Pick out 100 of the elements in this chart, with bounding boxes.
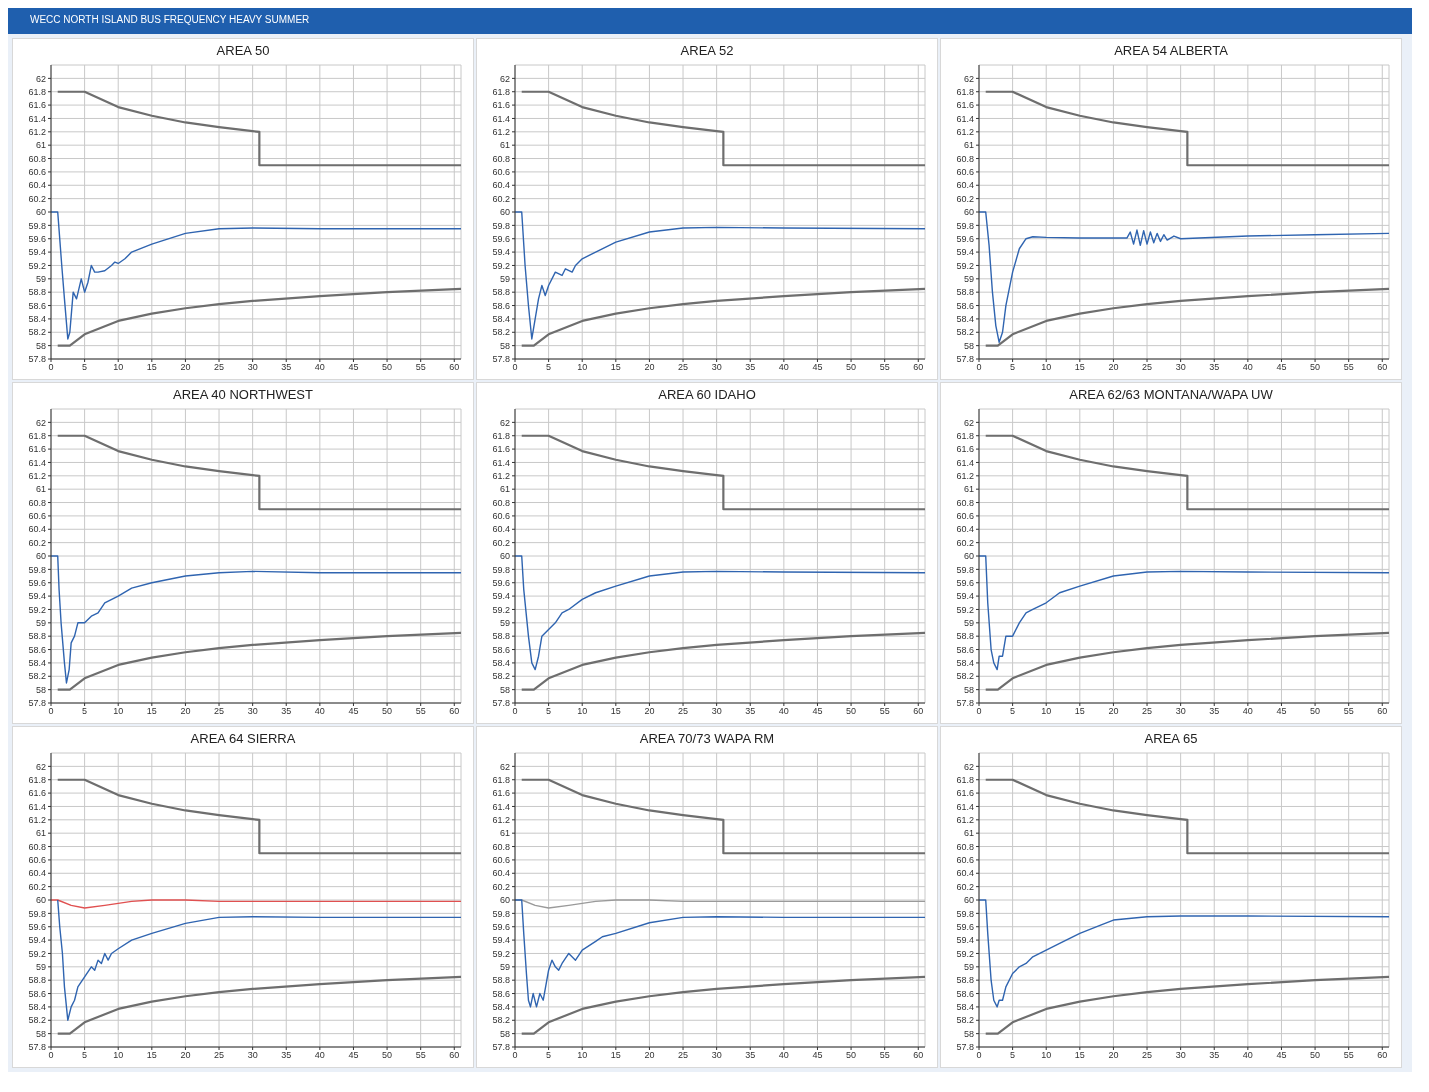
x-tick-label: 45 (348, 1050, 359, 1061)
line-series (984, 975, 1389, 1035)
y-tick-label: 57.8 (28, 698, 46, 709)
line-series (520, 90, 925, 167)
y-tick-label: 58 (963, 340, 974, 351)
y-tick-label: 59.4 (28, 935, 46, 946)
x-tick-label: 0 (48, 362, 54, 373)
x-tick-label: 50 (846, 362, 857, 373)
x-tick-label: 40 (778, 1050, 789, 1061)
y-tick-label: 61 (499, 484, 510, 495)
y-tick-label: 58.8 (492, 975, 510, 986)
y-tick-label: 61.6 (956, 788, 974, 799)
x-tick-label: 15 (610, 1050, 621, 1061)
x-tick-label: 50 (1310, 706, 1321, 717)
x-tick-label: 40 (314, 1050, 325, 1061)
x-tick-label: 35 (745, 362, 756, 373)
line-series (56, 90, 461, 167)
x-tick-label: 40 (778, 706, 789, 717)
y-tick-label: 60.4 (492, 868, 510, 879)
x-tick-label: 10 (113, 362, 124, 373)
y-tick-label: 58.4 (28, 314, 46, 325)
y-tick-label: 58.4 (956, 314, 974, 325)
line-series (984, 434, 1389, 511)
y-tick-label: 58.8 (28, 287, 46, 298)
y-tick-label: 59.2 (492, 260, 510, 271)
y-tick-label: 58 (499, 1028, 510, 1039)
y-tick-label: 60.8 (956, 153, 974, 164)
x-tick-label: 15 (610, 362, 621, 373)
y-tick-label: 59.6 (492, 921, 510, 932)
y-tick-label: 61.4 (28, 801, 46, 812)
x-tick-label: 55 (879, 362, 890, 373)
x-tick-label: 5 (82, 706, 88, 717)
y-tick-label: 61.6 (28, 444, 46, 455)
y-tick-label: 60.4 (28, 868, 46, 879)
x-tick-label: 45 (1276, 362, 1287, 373)
y-tick-label: 60.4 (956, 868, 974, 879)
y-tick-label: 59 (35, 962, 46, 973)
y-tick-label: 59.8 (492, 564, 510, 575)
y-tick-label: 60.2 (956, 193, 974, 204)
y-tick-label: 60.8 (956, 841, 974, 852)
x-tick-label: 30 (1175, 706, 1186, 717)
x-tick-label: 50 (1310, 1050, 1321, 1061)
y-tick-label: 59.6 (492, 577, 510, 588)
y-tick-label: 59 (35, 274, 46, 285)
x-tick-label: 15 (146, 706, 157, 717)
y-tick-label: 57.8 (492, 1042, 510, 1053)
y-tick-label: 61.2 (956, 127, 974, 138)
x-tick-label: 45 (1276, 706, 1287, 717)
y-tick-label: 60.2 (956, 537, 974, 548)
y-tick-label: 60.4 (492, 524, 510, 535)
y-tick-label: 62 (35, 73, 46, 84)
x-tick-label: 5 (546, 362, 552, 373)
y-tick-label: 62 (963, 761, 974, 772)
y-tick-label: 58.4 (28, 658, 46, 669)
y-tick-label: 59.2 (28, 260, 46, 271)
y-tick-label: 58 (35, 684, 46, 695)
y-tick-label: 58.6 (956, 988, 974, 999)
y-tick-label: 60.8 (28, 841, 46, 852)
x-tick-label: 25 (214, 706, 225, 717)
y-tick-label: 61 (35, 140, 46, 151)
x-tick-label: 60 (1377, 706, 1388, 717)
line-series (56, 287, 461, 347)
x-tick-label: 10 (1041, 362, 1052, 373)
y-tick-label: 61.6 (956, 100, 974, 111)
line-series (520, 434, 925, 511)
y-tick-label: 59.8 (956, 564, 974, 575)
y-tick-label: 58.6 (28, 300, 46, 311)
x-tick-label: 20 (644, 1050, 655, 1061)
y-tick-label: 59.8 (956, 220, 974, 231)
x-tick-label: 40 (1242, 706, 1253, 717)
x-tick-label: 55 (1343, 362, 1354, 373)
line-series (51, 899, 461, 909)
x-tick-label: 40 (1242, 1050, 1253, 1061)
x-tick-label: 30 (711, 706, 722, 717)
x-tick-label: 30 (711, 362, 722, 373)
y-tick-label: 59.4 (956, 935, 974, 946)
y-tick-label: 61.6 (492, 444, 510, 455)
y-tick-label: 61 (35, 828, 46, 839)
x-tick-label: 0 (976, 706, 982, 717)
y-tick-label: 59.8 (492, 908, 510, 919)
x-tick-label: 60 (449, 1050, 460, 1061)
y-tick-label: 60.6 (492, 855, 510, 866)
y-tick-label: 58.8 (956, 287, 974, 298)
x-tick-label: 45 (348, 362, 359, 373)
y-tick-label: 62 (499, 417, 510, 428)
x-tick-label: 30 (1175, 1050, 1186, 1061)
y-tick-label: 61.8 (492, 86, 510, 97)
y-tick-label: 59 (499, 962, 510, 973)
chart-title: AREA 54 ALBERTA (1113, 42, 1229, 60)
x-tick-label: 20 (1108, 706, 1119, 717)
x-tick-label: 25 (1142, 1050, 1153, 1061)
y-tick-label: 61.8 (28, 430, 46, 441)
y-tick-label: 57.8 (956, 698, 974, 709)
y-tick-label: 61.4 (956, 457, 974, 468)
y-tick-label: 58.2 (956, 671, 974, 682)
y-tick-label: 60.4 (956, 180, 974, 191)
line-series (51, 211, 461, 340)
y-tick-label: 59.4 (492, 591, 510, 602)
y-tick-label: 61 (499, 140, 510, 151)
x-tick-label: 25 (214, 1050, 225, 1061)
